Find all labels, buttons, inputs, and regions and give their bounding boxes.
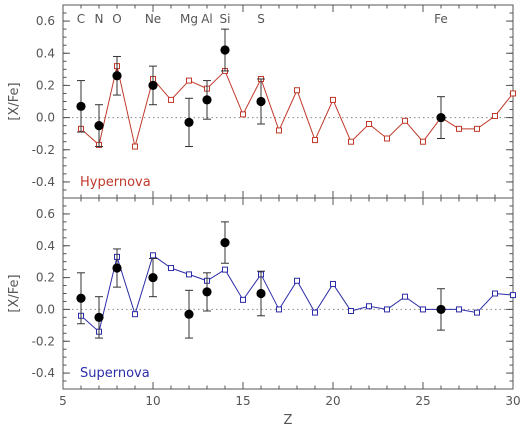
y-tick-label: -0.4 xyxy=(32,175,55,189)
observed-point xyxy=(220,45,230,55)
model-point xyxy=(474,309,480,316)
model-point xyxy=(294,277,300,284)
model-point xyxy=(384,135,390,142)
model-point xyxy=(402,117,408,124)
observed-point xyxy=(436,112,446,123)
panel-bottom: -0.4 -0.2 0.0 0.2 0.4 0.6 5 10 15 20 25 30 Z [X/Fe] Su… xyxy=(7,197,521,428)
model-point xyxy=(366,303,372,310)
y-tick-label: 0.2 xyxy=(36,78,55,92)
x-tick-label: 25 xyxy=(415,394,430,408)
y-tick-label: 0.0 xyxy=(36,111,55,125)
model-point xyxy=(456,125,462,132)
observed-point xyxy=(112,263,122,273)
y-tick-label: 0.6 xyxy=(36,207,55,221)
model-point xyxy=(150,252,156,259)
panel-top: -0.4 -0.2 0.0 0.2 0.4 0.6 [X/Fe] Hypernova C N O Ne… xyxy=(7,4,516,199)
x-tick-label: 5 xyxy=(59,394,67,408)
model-point xyxy=(474,125,480,132)
observed-point xyxy=(256,96,266,107)
observed-point xyxy=(202,287,212,297)
model-point xyxy=(132,143,138,150)
model-point xyxy=(330,280,336,287)
observed-point xyxy=(202,95,212,105)
observed-point xyxy=(256,288,266,299)
model-point xyxy=(276,127,282,134)
observed-point xyxy=(184,117,194,128)
panel-annotation-top: Hypernova xyxy=(80,175,151,190)
y-axis-title: [X/Fe] xyxy=(7,82,22,120)
model-point xyxy=(420,138,426,145)
x-tick-label: 20 xyxy=(325,394,340,408)
x-tick-label: 15 xyxy=(235,394,250,408)
y-tick-label: 0.6 xyxy=(36,14,55,28)
model-point xyxy=(384,306,390,313)
element-label: C xyxy=(77,12,85,26)
model-point xyxy=(168,96,174,103)
model-point xyxy=(330,96,336,103)
element-label: Al xyxy=(201,12,213,26)
element-label: S xyxy=(257,12,265,26)
model-point xyxy=(186,271,192,278)
observed-point xyxy=(184,309,194,319)
y-tick-label: 0.4 xyxy=(36,46,55,60)
y-tick-label: 0.2 xyxy=(36,271,55,285)
y-axis-title: [X/Fe] xyxy=(7,274,22,312)
model-point xyxy=(510,90,516,97)
model-point xyxy=(402,293,408,300)
model-line-bottom xyxy=(80,254,514,333)
model-point xyxy=(294,87,300,94)
observed-point xyxy=(94,121,104,131)
observed-point xyxy=(148,80,158,91)
model-point xyxy=(186,77,192,84)
observed-point xyxy=(94,312,104,322)
observed-point xyxy=(148,272,158,283)
model-point xyxy=(168,265,174,272)
plot-frame xyxy=(62,197,514,390)
element-label: N xyxy=(95,12,104,26)
y-tick-label: -0.4 xyxy=(32,366,55,380)
observed-point xyxy=(436,304,446,315)
y-tick-label: 0.4 xyxy=(36,239,55,253)
element-label: O xyxy=(112,12,121,26)
element-label: Si xyxy=(220,12,231,26)
model-point xyxy=(492,290,498,297)
y-tick-label: 0.0 xyxy=(36,302,55,316)
x-tick-label: 10 xyxy=(145,394,160,408)
model-point xyxy=(366,121,372,128)
element-label: Fe xyxy=(434,12,448,26)
model-point xyxy=(456,306,462,313)
y-tick-label: -0.2 xyxy=(32,334,55,348)
model-point xyxy=(222,266,228,273)
model-point xyxy=(240,296,246,303)
x-tick-label: 30 xyxy=(505,394,520,408)
model-point xyxy=(420,306,426,313)
observed-point xyxy=(76,101,86,111)
model-point xyxy=(312,309,318,316)
y-tick-label: -0.2 xyxy=(32,143,55,157)
model-point xyxy=(132,311,138,318)
panel-annotation-bottom: Supernova xyxy=(80,366,150,381)
observed-point xyxy=(220,237,230,248)
model-point xyxy=(312,137,318,144)
observed-point xyxy=(76,293,86,303)
model-line-top xyxy=(80,66,514,147)
model-point xyxy=(348,308,354,315)
x-axis-title: Z xyxy=(284,413,293,428)
plot-frame xyxy=(62,4,514,199)
model-point xyxy=(348,138,354,145)
model-point xyxy=(510,292,516,299)
element-label: Mg xyxy=(180,12,198,26)
model-point xyxy=(492,112,498,119)
model-point xyxy=(240,111,246,118)
model-point xyxy=(276,306,282,313)
observed-point xyxy=(112,71,122,81)
element-label: Ne xyxy=(145,12,161,26)
